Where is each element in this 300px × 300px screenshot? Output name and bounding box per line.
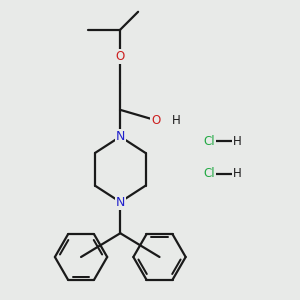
- Text: N: N: [116, 130, 125, 143]
- Text: O: O: [116, 50, 125, 63]
- Text: H: H: [233, 167, 242, 180]
- Text: Cl: Cl: [204, 135, 215, 148]
- Text: H: H: [233, 135, 242, 148]
- Text: N: N: [116, 196, 125, 208]
- Text: O: O: [151, 114, 160, 127]
- Text: H: H: [172, 114, 181, 127]
- Text: Cl: Cl: [204, 167, 215, 180]
